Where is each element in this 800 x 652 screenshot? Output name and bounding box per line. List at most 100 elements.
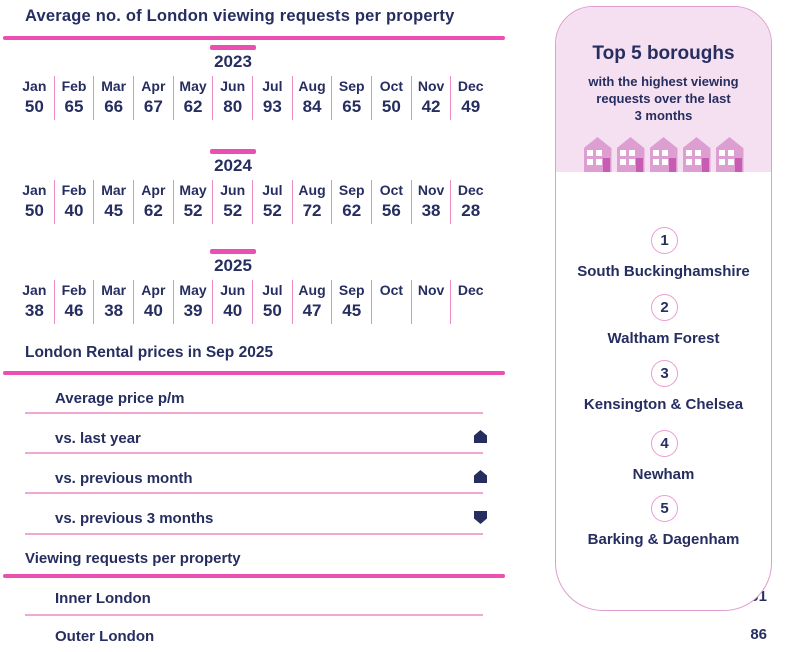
month-cell: Jan 50 xyxy=(15,180,55,224)
year-underline xyxy=(210,45,256,50)
month-value: 52 xyxy=(223,201,243,220)
month-cell: Oct 50 xyxy=(372,76,412,120)
month-label: Apr xyxy=(141,182,166,198)
month-cell: Apr 40 xyxy=(134,280,174,324)
month-label: Nov xyxy=(417,78,445,94)
month-label: Jul xyxy=(262,78,283,94)
month-cell: Oct 56 xyxy=(372,180,412,224)
rental-prices-heading: London Rental prices in Sep 2025 xyxy=(25,344,274,361)
card-subtitle: with the highest viewing requests over t… xyxy=(556,73,771,124)
month-cell: Mar 38 xyxy=(94,280,135,324)
month-value: 56 xyxy=(381,201,401,220)
card-title: Top 5 boroughs xyxy=(592,43,735,64)
month-value: 38 xyxy=(104,301,124,320)
house-icon xyxy=(616,137,645,172)
month-label: Dec xyxy=(457,282,484,298)
month-label: Oct xyxy=(379,78,404,94)
month-label: Sep xyxy=(338,78,365,94)
month-value: 84 xyxy=(302,97,322,116)
card-subtitle-line: requests over the last xyxy=(596,91,731,106)
year-underline xyxy=(210,149,256,154)
month-cell: Jul 93 xyxy=(253,76,293,120)
month-cell: Feb 65 xyxy=(55,76,95,120)
month-value: 49 xyxy=(461,97,481,116)
month-label: May xyxy=(179,182,207,198)
month-cell: Jun 52 xyxy=(213,180,254,224)
title-divider xyxy=(3,36,505,40)
month-value xyxy=(412,300,451,322)
month-label: Feb xyxy=(61,78,87,94)
row-divider xyxy=(25,452,483,454)
borough-name: South Buckinghamshire xyxy=(577,263,750,280)
month-cell: May 62 xyxy=(174,76,214,120)
rank-badge: 3 xyxy=(651,360,678,387)
month-label: Aug xyxy=(298,182,326,198)
row-label: vs. previous month xyxy=(55,470,193,487)
month-label: Aug xyxy=(298,282,326,298)
month-value: 62 xyxy=(143,201,163,220)
month-cell: May 52 xyxy=(174,180,214,224)
month-value: 42 xyxy=(421,97,441,116)
row-label: vs. last year xyxy=(55,430,141,447)
month-value: 52 xyxy=(183,201,203,220)
borough-name: Kensington & Chelsea xyxy=(583,396,744,413)
month-value: 67 xyxy=(143,97,163,116)
viewing-table-divider xyxy=(3,574,505,578)
month-value xyxy=(451,300,490,322)
month-cell: Dec xyxy=(451,280,490,324)
month-cell: Jan 38 xyxy=(15,280,55,324)
card-header: Top 5 boroughs with the highest viewing … xyxy=(556,7,771,172)
month-value: 28 xyxy=(461,201,481,220)
borough-name: Waltham Forest xyxy=(607,330,720,347)
month-value: 62 xyxy=(183,97,203,116)
month-label: May xyxy=(179,78,207,94)
month-cell: Aug 84 xyxy=(293,76,333,120)
month-label: Jun xyxy=(220,182,246,198)
house-icon xyxy=(715,137,744,172)
month-value: 80 xyxy=(223,97,243,116)
year-label: 2023 xyxy=(214,52,252,71)
month-cell: Nov 42 xyxy=(412,76,452,120)
row-divider xyxy=(25,614,483,616)
row-label: Inner London xyxy=(55,590,151,607)
year-underline xyxy=(210,249,256,254)
house-icon xyxy=(583,137,612,172)
month-value: 40 xyxy=(223,301,243,320)
month-cell: Aug 72 xyxy=(293,180,333,224)
month-label: Sep xyxy=(338,182,365,198)
month-value: 47 xyxy=(302,301,322,320)
month-label: Jun xyxy=(220,78,246,94)
month-label: Feb xyxy=(61,282,87,298)
month-cell: Mar 45 xyxy=(94,180,135,224)
month-value: 93 xyxy=(262,97,282,116)
month-label: Mar xyxy=(101,282,127,298)
month-cell: Feb 46 xyxy=(55,280,95,324)
card-subtitle-line: 3 months xyxy=(634,108,693,123)
house-icon xyxy=(649,137,678,172)
year-2025-section: 2025 Jan 38 Feb 46 Mar 38 Apr 40 May 39 Jun 40… xyxy=(0,248,505,348)
month-label: Oct xyxy=(379,282,404,298)
month-value: 45 xyxy=(342,301,362,320)
month-cell: Aug 47 xyxy=(293,280,333,324)
trend-up-icon xyxy=(474,430,487,443)
month-value xyxy=(372,300,411,322)
row-divider xyxy=(25,492,483,494)
month-cell: Dec 28 xyxy=(451,180,490,224)
month-label: Aug xyxy=(298,78,326,94)
month-label: Mar xyxy=(101,182,127,198)
month-value: 50 xyxy=(381,97,401,116)
month-value: 50 xyxy=(24,97,44,116)
month-cell: Sep 62 xyxy=(332,180,373,224)
month-value: 50 xyxy=(24,201,44,220)
rank-badge: 4 xyxy=(651,430,678,457)
borough-name: Newham xyxy=(632,466,695,483)
month-cell: Sep 45 xyxy=(332,280,373,324)
month-label: Apr xyxy=(141,78,166,94)
month-value: 72 xyxy=(302,201,322,220)
row-label: vs. previous 3 months xyxy=(55,510,214,527)
month-value: 39 xyxy=(183,301,203,320)
month-label: Jun xyxy=(220,282,246,298)
month-label: Sep xyxy=(338,282,365,298)
houses-row xyxy=(556,137,771,172)
